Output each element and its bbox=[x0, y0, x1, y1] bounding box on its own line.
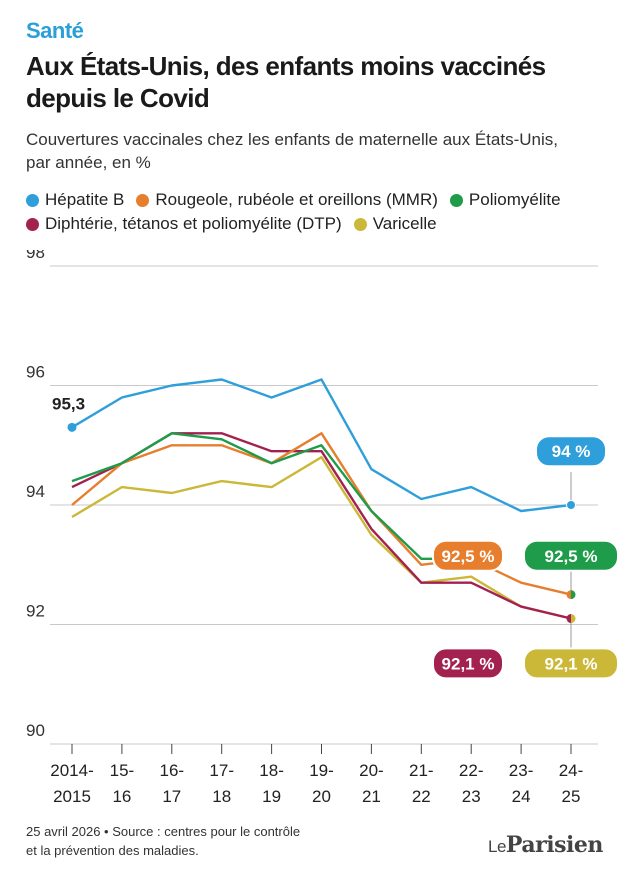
chart-title: Aux États-Unis, des enfants moins vaccin… bbox=[26, 50, 596, 114]
x-tick-label: 22-23 bbox=[459, 761, 484, 806]
chart-title-line-1: Aux États-Unis, des enfants moins vaccin… bbox=[26, 51, 546, 81]
x-tick-label-line: 2014- bbox=[50, 761, 93, 780]
data-point-dtp-varicelle-end-left bbox=[566, 614, 571, 624]
logo-prefix: Le bbox=[488, 837, 506, 856]
value-pill-label: 92,1 % bbox=[442, 654, 495, 673]
annotation-start-value: 95,3 bbox=[52, 394, 85, 413]
source-note: 25 avril 2026 • Source : centres pour le… bbox=[26, 822, 300, 860]
x-tick-label-line: 24 bbox=[512, 787, 531, 806]
legend-swatch bbox=[353, 217, 367, 231]
value-pill-diphterie-tetanos-et-poliomyelite-dtp bbox=[432, 647, 504, 680]
x-tick-label: 2014- 2015 bbox=[50, 761, 93, 806]
legend-item-poliomyelite: Poliomyélite bbox=[449, 190, 561, 210]
chart-title-line-2: depuis le Covid bbox=[26, 83, 210, 113]
data-point-dtp-varicelle-end-right bbox=[571, 614, 576, 624]
y-tick-label: 90 bbox=[26, 721, 45, 740]
x-tick-label-line: 19 bbox=[262, 787, 281, 806]
value-pill-rougeole-rubeole-et-oreillons-mmr bbox=[432, 539, 504, 572]
x-tick-label-line: 18- bbox=[259, 761, 284, 780]
x-tick-label-line: 21 bbox=[362, 787, 381, 806]
x-tick-label: 18-19 bbox=[259, 761, 284, 806]
x-tick-label-line: 17 bbox=[162, 787, 181, 806]
x-tick-label-line: 20- bbox=[359, 761, 384, 780]
value-pill-label: 94 % bbox=[552, 442, 591, 461]
legend-swatch bbox=[26, 217, 39, 231]
chart-subtitle-line-1: Couvertures vaccinales chez les enfants … bbox=[26, 130, 558, 149]
legend-row: Hépatite B Rougeole, rubéole et oreillons… bbox=[26, 188, 616, 212]
chart-subtitle-line-2: par année, en % bbox=[26, 153, 151, 172]
value-pill-label: 92,5 % bbox=[442, 547, 495, 566]
legend-label: Hépatite B bbox=[45, 190, 125, 209]
series-line-hepatite-b bbox=[71, 378, 572, 513]
legend-label: Poliomyélite bbox=[468, 190, 561, 209]
value-pill-varicelle bbox=[523, 647, 619, 680]
le-parisien-logo: LeParisien bbox=[488, 832, 603, 858]
y-tick-label: 92 bbox=[26, 602, 45, 621]
x-tick-label: 21-22 bbox=[409, 761, 434, 806]
x-tick-label: 20-21 bbox=[359, 761, 384, 806]
x-tick-label: 17-18 bbox=[209, 761, 234, 806]
x-tick-label-line: 22- bbox=[459, 761, 484, 780]
value-pill-label: 92,1 % bbox=[545, 654, 598, 673]
legend-item-diphterie-tetanos-et-poliomyelite-dtp: Diphtérie, tétanos et poliomyélite (DTP) bbox=[26, 214, 342, 234]
rubric-label: Santé bbox=[26, 18, 84, 43]
y-tick-label: 94 bbox=[26, 482, 45, 501]
x-tick-label: 16-17 bbox=[160, 761, 185, 806]
x-tick-label-line: 16- bbox=[160, 761, 185, 780]
value-pill-hepatite-b bbox=[535, 435, 607, 468]
data-point-hepatite-b-start bbox=[67, 422, 77, 432]
x-tick-label: 15-16 bbox=[110, 761, 135, 806]
x-tick-label: 23-24 bbox=[509, 761, 534, 806]
series-line-poliomyelite bbox=[71, 432, 472, 560]
data-point-mmr-polio-end-right bbox=[571, 590, 576, 600]
x-tick-label-line: 25 bbox=[562, 787, 581, 806]
x-tick-label: 24-25 bbox=[559, 761, 584, 806]
value-pill-label: 92,5 % bbox=[545, 547, 598, 566]
line-chart: 90929496982014-201515-1616-1717-1818-191… bbox=[26, 250, 619, 806]
x-tick-label-line: 23 bbox=[462, 787, 481, 806]
x-tick-label-line: 2015 bbox=[53, 787, 91, 806]
series-line-varicelle bbox=[71, 455, 572, 620]
legend-item-hepatite-b: Hépatite B bbox=[26, 190, 124, 210]
x-tick-label-line: 20 bbox=[312, 787, 331, 806]
legend-item-rougeole-rubeole-et-oreillons-mmr: Rougeole, rubéole et oreillons (MMR) bbox=[136, 190, 438, 210]
source-note-line-1: 25 avril 2026 • Source : centres pour le… bbox=[26, 824, 301, 839]
x-tick-label-line: 24- bbox=[559, 761, 584, 780]
chart-legend: Hépatite B Rougeole, rubéole et oreillons… bbox=[26, 188, 616, 236]
legend-swatch bbox=[449, 193, 463, 207]
data-point-hepatite-b-end bbox=[566, 500, 576, 510]
legend-label: Varicelle bbox=[372, 214, 437, 233]
x-tick-label-line: 19- bbox=[309, 761, 334, 780]
legend-swatch bbox=[26, 193, 39, 207]
legend-row: Diphtérie, tétanos et poliomyélite (DTP)… bbox=[26, 212, 616, 236]
legend-swatch bbox=[136, 193, 150, 207]
x-tick-label-line: 18 bbox=[212, 787, 231, 806]
legend-label: Diphtérie, tétanos et poliomyélite (DTP) bbox=[45, 214, 342, 233]
source-note-line-2: et la prévention des maladies. bbox=[26, 843, 199, 858]
y-tick-label: 98 bbox=[26, 250, 45, 262]
x-tick-label-line: 23- bbox=[509, 761, 534, 780]
legend-item-varicelle: Varicelle bbox=[353, 214, 437, 234]
y-tick-label: 96 bbox=[26, 363, 45, 382]
x-tick-label: 19-20 bbox=[309, 761, 334, 806]
x-tick-label-line: 22 bbox=[412, 787, 431, 806]
value-pill-poliomyelite bbox=[523, 539, 619, 572]
x-tick-label-line: 16 bbox=[112, 787, 131, 806]
x-tick-label-line: 17- bbox=[209, 761, 234, 780]
x-tick-label-line: 15- bbox=[110, 761, 135, 780]
data-point-mmr-polio-end-left bbox=[566, 590, 571, 600]
chart-subtitle: Couvertures vaccinales chez les enfants … bbox=[26, 128, 606, 174]
legend-label: Rougeole, rubéole et oreillons (MMR) bbox=[155, 190, 438, 209]
x-tick-label-line: 21- bbox=[409, 761, 434, 780]
logo-brand: Parisien bbox=[505, 832, 603, 858]
